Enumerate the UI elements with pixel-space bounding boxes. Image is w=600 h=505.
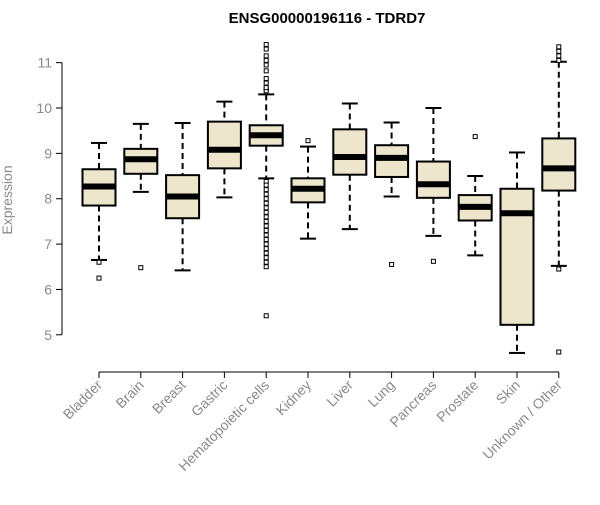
outlier-point (263, 223, 269, 229)
y-tick-label: 11 (37, 55, 52, 71)
outlier-point (263, 259, 269, 265)
y-tick-label: 10 (36, 100, 52, 116)
chart-title: ENSG00000196116 - TDRD7 (229, 10, 426, 27)
box-pancreas (415, 107, 451, 264)
box-iqr (541, 137, 577, 192)
y-tick-label: 7 (44, 236, 52, 252)
outlier-point (556, 349, 562, 355)
outlier-point (263, 255, 269, 261)
box-iqr (374, 144, 410, 178)
outlier-point (263, 205, 269, 211)
box-iqr (206, 120, 242, 170)
outlier-point (263, 76, 269, 82)
y-axis: 5 6 7 8 9 10 11 (36, 55, 63, 343)
box-hematopoietic-cells (248, 42, 284, 319)
outlier-point (138, 265, 144, 271)
box-prostate (457, 134, 493, 257)
box-series (81, 42, 577, 355)
outlier-point (263, 227, 269, 233)
outlier-point (263, 62, 269, 68)
outlier-point (556, 53, 562, 59)
outlier-point (263, 264, 269, 270)
box-kidney (290, 138, 326, 240)
outlier-point (263, 191, 269, 197)
x-tick-label: Kidney (273, 377, 315, 419)
box-iqr (415, 160, 451, 199)
box-iqr (332, 128, 368, 176)
outlier-point (472, 134, 478, 140)
x-tick-label: Brain (112, 377, 146, 411)
box-unknown-other (541, 44, 577, 355)
outlier-point (263, 196, 269, 202)
outlier-point (96, 259, 102, 265)
outlier-point (263, 200, 269, 206)
outlier-point (263, 187, 269, 193)
outlier-point (556, 48, 562, 54)
y-tick-label: 8 (44, 191, 52, 207)
outlier-point (305, 138, 311, 144)
x-tick-label: Lung (364, 377, 397, 410)
outlier-point (556, 44, 562, 50)
outlier-point (263, 241, 269, 247)
outlier-point (263, 182, 269, 188)
box-skin (499, 151, 535, 354)
outlier-point (430, 258, 436, 264)
outlier-point (556, 266, 562, 272)
outlier-point (263, 68, 269, 74)
box-brain (123, 122, 159, 271)
box-liver (332, 102, 368, 231)
outlier-point (263, 46, 269, 52)
outlier-point (96, 275, 102, 281)
y-tick-label: 6 (44, 281, 52, 297)
outlier-point (263, 209, 269, 215)
outlier-point (263, 250, 269, 256)
x-tick-label: Skin (493, 377, 524, 408)
box-bladder (81, 141, 117, 281)
outlier-point (263, 214, 269, 220)
x-tick-label: Prostate (433, 377, 481, 425)
outlier-point (263, 237, 269, 243)
box-gastric (206, 100, 242, 199)
outlier-point (263, 42, 269, 48)
box-iqr (499, 187, 535, 326)
outlier-point (263, 232, 269, 238)
outlier-point (263, 218, 269, 224)
x-tick-label: Breast (149, 377, 189, 417)
outlier-point (263, 313, 269, 319)
outlier-point (263, 85, 269, 91)
y-tick-label: 5 (44, 327, 52, 343)
y-tick-label: 9 (44, 145, 52, 161)
outlier-point (556, 57, 562, 63)
outlier-point (389, 261, 395, 267)
outlier-point (263, 53, 269, 59)
outlier-point (263, 57, 269, 63)
y-axis-label: Expression (0, 165, 15, 234)
box-breast (165, 121, 201, 272)
x-tick-label: Liver (323, 377, 356, 410)
outlier-point (263, 80, 269, 86)
x-tick-label: Bladder (60, 377, 106, 423)
outlier-point (263, 246, 269, 252)
x-tick-label: Unknown / Other (479, 377, 565, 463)
box-lung (374, 121, 410, 267)
